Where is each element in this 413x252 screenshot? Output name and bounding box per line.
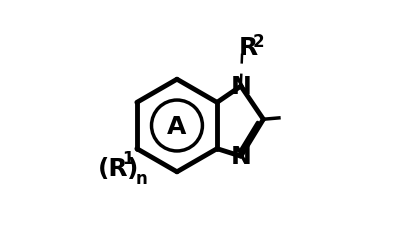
Text: n: n [135,169,147,187]
Text: ): ) [127,156,138,180]
Text: 1: 1 [122,149,133,167]
Text: R: R [238,36,257,60]
Text: 2: 2 [252,33,263,51]
Text: N: N [230,75,251,99]
Text: (R: (R [98,156,128,180]
Text: A: A [167,114,186,138]
Text: N: N [230,145,251,169]
